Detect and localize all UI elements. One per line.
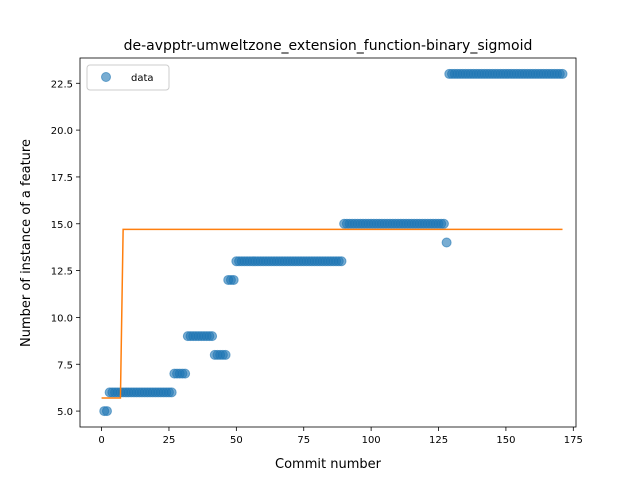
x-tick-label: 100 [362,435,381,446]
y-tick-label: 10.0 [51,313,73,324]
legend-marker [101,72,111,82]
data-point [438,218,449,229]
data-point [101,406,112,417]
y-tick-label: 5.0 [57,407,73,418]
data-point [557,68,568,79]
y-tick-label: 12.5 [51,267,73,278]
y-tick-label: 15.0 [51,220,73,231]
data-point [228,274,239,285]
data-point [441,237,452,248]
x-tick-label: 0 [98,435,104,446]
y-axis: 5.0 7.5 10.0 12.5 15.0 17.5 20.0 22.5 [51,79,80,418]
x-tick-label: 150 [496,435,515,446]
chart-title: de-avpptr-umweltzone_extension_function-… [124,38,533,54]
plot-area [99,68,568,417]
plot-frame [79,57,577,428]
y-tick-label: 7.5 [57,360,73,371]
data-point [166,387,177,398]
data-point [220,349,231,360]
legend-label: data [131,73,154,84]
x-tick-label: 25 [163,435,176,446]
x-tick-label: 125 [429,435,448,446]
y-axis-label: Number of instance of a feature [19,139,34,347]
y-tick-label: 20.0 [51,126,73,137]
data-point [336,256,347,267]
data-point [180,368,191,379]
fit-line [101,228,563,399]
x-axis-label: Commit number [275,457,382,472]
legend: data [86,64,170,91]
legend-frame [86,64,170,91]
x-tick-label: 175 [564,435,583,446]
data-point [207,331,218,342]
x-tick-label: 50 [230,435,243,446]
y-tick-label: 22.5 [51,79,73,90]
x-axis: 0 25 50 75 100 125 150 175 [98,427,583,446]
y-tick-label: 17.5 [51,173,73,184]
x-tick-label: 75 [297,435,310,446]
